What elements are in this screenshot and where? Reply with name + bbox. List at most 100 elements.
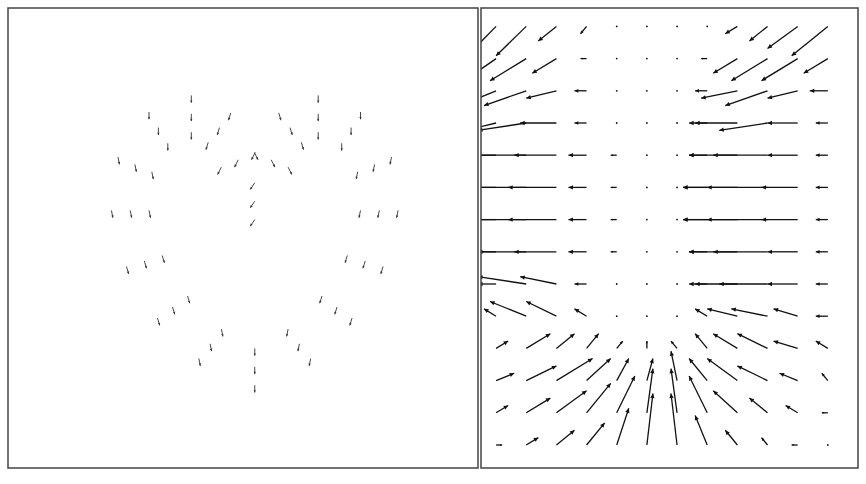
arrow-shaft <box>218 167 222 174</box>
vector-arrow <box>496 26 526 55</box>
arrow-head <box>581 58 583 60</box>
arrow-head <box>358 215 360 218</box>
vector-arrow <box>810 89 828 93</box>
vector-arrow <box>380 267 383 274</box>
vector-arrow <box>768 91 798 99</box>
vector-arrow <box>157 128 159 135</box>
arrow-head <box>689 376 693 381</box>
arrow-head <box>650 369 654 374</box>
arrow-shaft <box>822 412 828 413</box>
vector-arrow <box>713 391 737 413</box>
vector-arrow <box>149 210 151 217</box>
arrow-shaft <box>581 26 587 33</box>
arrow-shaft <box>350 318 352 325</box>
arrow-head <box>695 416 699 421</box>
arrow-head <box>317 119 319 121</box>
arrow-shaft <box>301 142 303 149</box>
vector-arrow <box>749 26 767 41</box>
vector-arrow <box>701 91 737 100</box>
vector-arrow <box>731 59 767 81</box>
arrow-shaft <box>149 112 150 119</box>
arrow-shaft <box>713 251 767 252</box>
arrow-head <box>356 177 358 180</box>
arrow-head <box>816 186 820 190</box>
vector-arrow <box>574 309 586 316</box>
vector-dot <box>616 283 618 285</box>
arrow-head <box>297 349 299 352</box>
arrow-head <box>713 69 718 73</box>
arrow-head <box>816 250 820 254</box>
arrow-head <box>669 393 673 398</box>
arrow-head <box>508 217 513 221</box>
vector-arrow <box>526 438 538 445</box>
arrow-shaft <box>514 155 556 156</box>
vector-arrow <box>319 296 322 303</box>
arrow-head <box>761 438 764 441</box>
arrow-shaft <box>617 376 635 413</box>
vector-arrow <box>786 405 798 412</box>
arrow-shaft <box>217 128 219 135</box>
vector-arrow <box>514 153 556 157</box>
arrow-shaft <box>126 267 128 274</box>
arrow-head <box>669 369 673 374</box>
vector-arrow <box>481 59 496 88</box>
vector-arrow <box>646 341 648 348</box>
arrow-head <box>254 353 256 355</box>
arrow-head <box>508 185 513 189</box>
vector-arrow <box>210 344 212 351</box>
arrow-shaft <box>490 59 526 81</box>
arrow-head <box>611 186 613 188</box>
arrow-head <box>670 351 674 356</box>
arrow-head <box>606 383 611 388</box>
vector-arrow <box>490 301 526 316</box>
arrow-head <box>606 359 611 364</box>
vector-dot <box>646 154 648 156</box>
vector-arrow <box>574 282 586 286</box>
vector-arrow <box>377 210 379 217</box>
arrow-head <box>235 164 237 167</box>
arrow-shaft <box>481 283 496 284</box>
arrow-head <box>768 282 773 286</box>
arrow-head <box>749 37 754 42</box>
vector-dot <box>827 444 829 446</box>
vector-dot <box>616 122 618 124</box>
vector-arrow <box>538 26 556 41</box>
vector-dot <box>646 315 648 317</box>
arrow-head <box>816 341 821 345</box>
arrow-head <box>286 334 288 337</box>
arrow-shaft <box>713 155 767 156</box>
vector-dot <box>646 283 648 285</box>
arrow-head <box>145 266 147 269</box>
arrow-shaft <box>737 334 767 349</box>
arrow-head <box>568 185 573 189</box>
vector-arrow <box>768 250 798 254</box>
arrow-head <box>768 250 773 254</box>
arrow-shaft <box>701 58 707 59</box>
vector-arrow <box>290 128 293 135</box>
arrow-head <box>689 359 694 364</box>
arrow-shaft <box>254 152 258 159</box>
arrow-shaft <box>556 359 592 381</box>
arrow-head <box>514 250 519 254</box>
arrow-shaft <box>731 309 767 316</box>
vector-arrow <box>556 391 586 413</box>
vector-arrow <box>556 430 574 445</box>
arrow-head <box>130 215 132 218</box>
vector-arrow <box>228 113 231 120</box>
arrow-head <box>689 153 694 157</box>
arrow-head <box>118 162 120 165</box>
vector-dot <box>676 122 678 124</box>
arrow-head <box>816 282 820 286</box>
vector-dot <box>616 90 618 92</box>
arrow-shaft <box>719 123 767 130</box>
vector-arrow <box>173 307 176 314</box>
vector-arrow <box>816 186 828 190</box>
arrow-head <box>768 95 773 99</box>
arrow-shaft <box>481 26 496 63</box>
arrow-head <box>111 215 113 218</box>
vector-arrow <box>695 334 707 349</box>
arrow-head <box>701 58 703 60</box>
arrow-head <box>341 148 343 150</box>
arrow-shaft <box>780 373 798 380</box>
arrow-shaft <box>341 143 342 150</box>
